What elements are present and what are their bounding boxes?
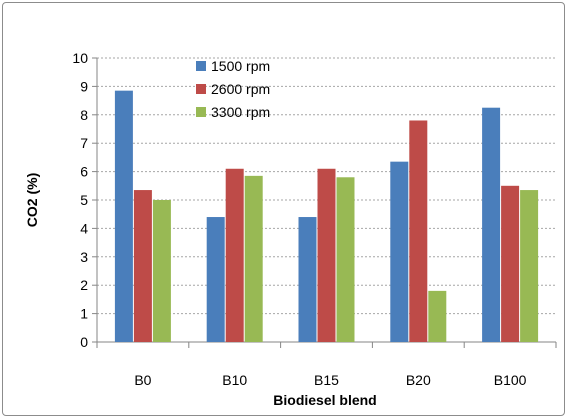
bar-b0-2600-rpm — [133, 190, 152, 342]
y-tick-label: 8 — [80, 107, 88, 123]
x-tick-label: B0 — [134, 372, 151, 388]
bar-b0-1500-rpm — [114, 90, 133, 342]
x-tick-label: B10 — [222, 372, 247, 388]
y-tick-label: 6 — [80, 164, 88, 180]
bar-b20-1500-rpm — [390, 161, 409, 342]
y-tick-label: 2 — [80, 277, 88, 293]
legend: 1500 rpm 2600 rpm 3300 rpm — [196, 58, 270, 120]
bar-b100-3300-rpm — [520, 190, 539, 342]
x-axis-title: Biodiesel blend — [273, 392, 376, 408]
y-tick-label: 3 — [80, 249, 88, 265]
y-axis-title: CO2 (%) — [24, 173, 40, 227]
bar-b15-2600-rpm — [317, 168, 336, 342]
legend-swatch-1500-rpm — [196, 61, 206, 71]
y-tick-label: 0 — [80, 334, 88, 350]
legend-label: 3300 rpm — [211, 104, 270, 120]
x-tick-label: B15 — [314, 372, 339, 388]
bar-b10-1500-rpm — [206, 217, 225, 342]
y-tick-label: 4 — [80, 220, 88, 236]
legend-swatch-3300-rpm — [196, 107, 206, 117]
bar-b100-2600-rpm — [501, 185, 520, 342]
bar-b0-3300-rpm — [152, 200, 171, 342]
bar-b20-2600-rpm — [409, 120, 428, 342]
x-tick-labels: B0 B10 B15 B20 B100 — [134, 372, 526, 388]
bar-b15-1500-rpm — [298, 217, 317, 342]
bar-b10-2600-rpm — [225, 168, 244, 342]
legend-label: 1500 rpm — [211, 58, 270, 74]
x-tick-label: B100 — [494, 372, 527, 388]
y-tick-label: 5 — [80, 192, 88, 208]
y-tick-label: 7 — [80, 135, 88, 151]
bar-b100-1500-rpm — [482, 107, 501, 342]
x-tick-label: B20 — [406, 372, 431, 388]
bar-b10-3300-rpm — [244, 175, 263, 342]
y-tick-label: 9 — [80, 78, 88, 94]
y-tick-labels: 0 1 2 3 4 5 6 7 8 9 10 — [72, 50, 88, 350]
bar-b20-3300-rpm — [428, 290, 447, 342]
bar-b15-3300-rpm — [336, 177, 355, 342]
legend-label: 2600 rpm — [211, 81, 270, 97]
y-tick-label: 1 — [80, 306, 88, 322]
bars — [114, 90, 539, 342]
legend-swatch-2600-rpm — [196, 84, 206, 94]
y-tick-label: 10 — [72, 50, 88, 66]
chart-frame — [2, 2, 565, 416]
